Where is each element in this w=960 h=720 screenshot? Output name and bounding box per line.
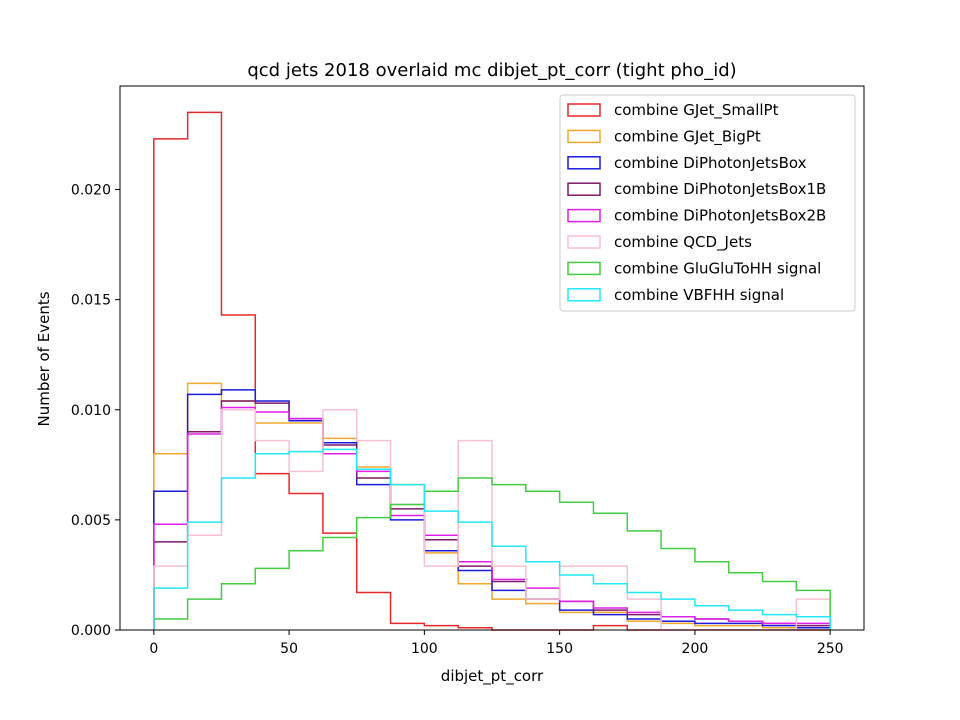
y-tick-label: 0.005 bbox=[71, 513, 111, 529]
legend-label: combine VBFHH signal bbox=[614, 286, 784, 304]
x-axis-label: dibjet_pt_corr bbox=[441, 667, 544, 686]
legend-swatch bbox=[567, 182, 601, 196]
series-step-1 bbox=[153, 382, 831, 630]
legend-swatch bbox=[567, 288, 601, 302]
legend-label: combine GluGluToHH signal bbox=[614, 259, 821, 277]
x-tick-label: 100 bbox=[411, 641, 438, 657]
legend-label: combine QCD_Jets bbox=[614, 233, 752, 252]
x-tick-label: 250 bbox=[817, 641, 844, 657]
x-tick-label: 50 bbox=[280, 641, 298, 657]
legend-swatch bbox=[567, 129, 601, 144]
legend-label: combine DiPhotonJetsBox2B bbox=[614, 207, 826, 225]
y-tick-label: 0.000 bbox=[71, 623, 111, 639]
legend-swatch bbox=[567, 208, 601, 223]
chart-title: qcd jets 2018 overlaid mc dibjet_pt_corr… bbox=[247, 60, 736, 81]
y-axis-label: Number of Events bbox=[35, 291, 53, 426]
y-tick-label: 0.015 bbox=[71, 293, 111, 309]
x-tick-label: 150 bbox=[546, 641, 573, 657]
axes-layer: 0 50 100 150 200 250 0.000 0.005 0.010 0.015 0.020 bbox=[71, 85, 865, 657]
series-step-7 bbox=[153, 448, 831, 630]
legend-swatch bbox=[567, 156, 601, 170]
x-tick-label: 0 bbox=[149, 641, 158, 657]
y-tick-label: 0.010 bbox=[71, 403, 111, 419]
legend-swatch bbox=[567, 103, 601, 117]
legend-label: combine GJet_SmallPt bbox=[614, 101, 779, 120]
legend-swatch bbox=[567, 235, 601, 249]
legend-label: combine DiPhotonJetsBox bbox=[614, 154, 807, 172]
series-step-6 bbox=[153, 477, 831, 630]
legend-label: combine GJet_BigPt bbox=[614, 127, 761, 146]
y-tick-label: 0.020 bbox=[71, 183, 111, 199]
histogram-series-layer bbox=[153, 111, 831, 631]
legend-box bbox=[559, 94, 856, 312]
plot-frame bbox=[119, 85, 865, 631]
legend-swatch bbox=[567, 261, 601, 276]
legend-label: combine DiPhotonJetsBox1B bbox=[614, 180, 826, 198]
x-tick-label: 200 bbox=[682, 641, 709, 657]
